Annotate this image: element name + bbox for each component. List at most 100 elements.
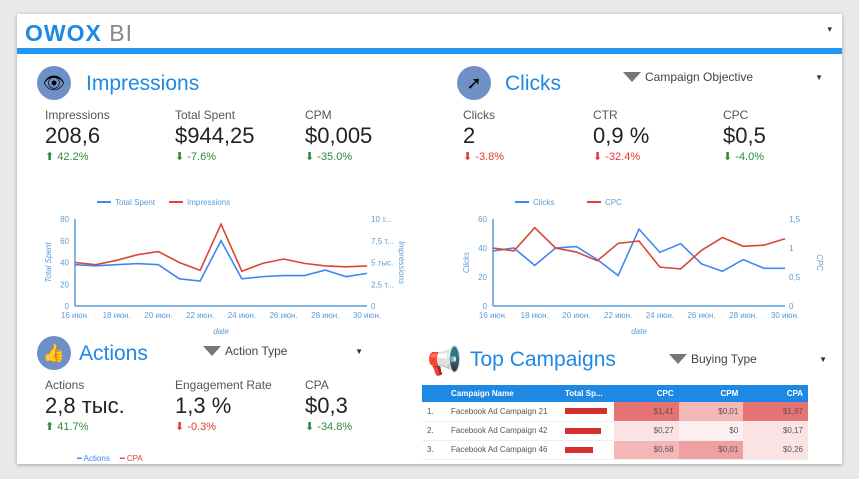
y-tick-label: 20 [60, 280, 69, 289]
legend-cpa: ━ CPA [119, 454, 143, 463]
campaign-name: Facebook Ad Campaign 21 [446, 402, 560, 422]
x-tick-label: 28 июн. [729, 311, 757, 320]
megaphone-icon: 📢 [427, 345, 462, 376]
cpa-cell: $0,17 [743, 421, 808, 441]
thumbs-up-icon: 👍 [37, 336, 71, 370]
series-line-cpc [492, 226, 786, 270]
x-tick-label: 26 июн. [269, 311, 297, 320]
series-line-total-spent [74, 239, 368, 282]
table-header: Campaign Name Total Sp... CPC CPM CPA [422, 385, 808, 402]
kpi-value: $0,3 [305, 393, 348, 418]
kpi-label: Actions [45, 378, 85, 392]
y2-tick-label: 0,5 [789, 273, 801, 282]
cpa-cell: $1,67 [743, 402, 808, 422]
y-tick-label: 40 [60, 259, 69, 268]
arrow-up-icon: ⬆ [45, 151, 55, 163]
page-dropdown[interactable]: ▾ [827, 24, 832, 34]
y-axis-title: Total Spent [44, 242, 53, 283]
total-spent-bar [565, 446, 594, 453]
x-tick-label: 24 июн. [228, 311, 256, 320]
table-row[interactable]: 2. Facebook Ad Campaign 42 $0,27 $0 $0,1… [422, 421, 808, 441]
campaign-name: Facebook Ad Campaign 46 [446, 440, 560, 460]
kpi-change: ⬆ 41.7% [45, 421, 89, 433]
kpi-clicks: Clicks 2 ⬇ -3.8% [463, 108, 504, 163]
col-cpm[interactable]: CPM [678, 385, 744, 402]
kpi-value: $0,005 [305, 123, 373, 148]
table-row[interactable]: 3. Facebook Ad Campaign 46 $0,68 $0,01 $… [422, 440, 808, 460]
kpi-label: CPA [305, 378, 329, 392]
kpi-label: Impressions [45, 108, 110, 122]
kpi-change: ⬇ -3.8% [463, 151, 505, 163]
top-bar: OWOX BI ▾ [17, 14, 842, 48]
kpi-actions: Actions 2,8 тыс. ⬆ 41.7% [45, 378, 125, 433]
eye-icon: 👁 [37, 66, 71, 100]
y-tick-label: 80 [60, 215, 69, 224]
kpi-label: Engagement Rate [175, 378, 272, 392]
cpc-cell: $1,41 [614, 402, 679, 422]
kpi-value: 2,8 тыс. [45, 393, 125, 418]
col-total-spent[interactable]: Total Sp... [560, 385, 614, 402]
kpi-engagement-rate: Engagement Rate 1,3 % ⬇ -0.3% [175, 378, 272, 433]
kpi-change: ⬇ -4.0% [723, 151, 765, 163]
x-tick-label: 24 июн. [646, 311, 674, 320]
col-cpc[interactable]: CPC [614, 385, 679, 402]
clicks-chart: Clicks CPC 0 20 40 60 0 0,5 1 1,5 16 июн. 18 июн. 20… [462, 198, 824, 336]
legend-label: Clicks [533, 198, 554, 207]
kpi-cpc: CPC $0,5 ⬇ -4.0% [723, 108, 766, 163]
y2-tick-label: 1,5 [789, 215, 801, 224]
chevron-down-icon: ▼ [815, 72, 823, 82]
kpi-value: 0,9 % [593, 123, 650, 148]
y2-tick-label: 0 [371, 302, 376, 311]
action-type-filter[interactable]: Action Type ▼ [203, 344, 363, 358]
table-row[interactable]: 1. Facebook Ad Campaign 21 $1,41 $0,01 $… [422, 402, 808, 422]
x-tick-label: 20 июн. [562, 311, 590, 320]
y-tick-label: 60 [478, 215, 487, 224]
y2-tick-label: 10 т... [371, 215, 392, 224]
kpi-label: CPM [305, 108, 332, 122]
total-spent-bar-cell [560, 421, 614, 441]
campaign-objective-filter[interactable]: Campaign Objective ▼ [623, 70, 823, 84]
kpi-value: $944,25 [175, 123, 255, 148]
impressions-title: Impressions [86, 72, 200, 95]
x-tick-label: 30 июн. [771, 311, 799, 320]
x-tick-label: 28 июн. [311, 311, 339, 320]
kpi-label: CTR [593, 108, 618, 122]
campaign-name: Facebook Ad Campaign 42 [446, 421, 560, 441]
kpi-total-spent: Total Spent $944,25 ⬇ -7.6% [175, 108, 255, 163]
row-number: 1. [422, 402, 446, 422]
y-tick-label: 20 [478, 273, 487, 282]
kpi-change: ⬇ -32.4% [593, 151, 641, 163]
kpi-cpa: CPA $0,3 ⬇ -34.8% [305, 378, 352, 433]
kpi-value: 208,6 [45, 123, 101, 148]
y2-axis-title: Impressions [397, 241, 406, 284]
funnel-icon [203, 346, 221, 356]
y2-axis-title: CPC [815, 254, 824, 271]
cpm-cell: $0,01 [678, 402, 744, 422]
arrow-down-icon: ⬇ [175, 421, 185, 433]
cpc-cell: $0,68 [614, 440, 679, 460]
buying-type-filter[interactable]: Buying Type ▼ [669, 352, 827, 366]
dashboard: OWOX BI ▾ 👁 Impressions Impressions 208,… [17, 14, 842, 464]
owox-logo: OWOX BI [25, 20, 133, 46]
kpi-value: $0,5 [723, 123, 766, 148]
kpi-label: Clicks [463, 108, 495, 122]
top-campaigns-table: Campaign Name Total Sp... CPC CPM CPA 1.… [422, 385, 808, 460]
series-line-clicks [492, 227, 785, 277]
filter-label: Campaign Objective [645, 70, 754, 84]
kpi-label: CPC [723, 108, 749, 122]
x-tick-label: 16 июн. [61, 311, 89, 320]
row-number: 2. [422, 421, 446, 441]
funnel-icon [669, 354, 687, 364]
total-spent-bar [565, 408, 607, 415]
y2-tick-label: 2,5 т... [371, 280, 394, 289]
col-campaign-name[interactable]: Campaign Name [446, 385, 560, 402]
total-spent-bar-cell [560, 440, 614, 460]
kpi-ctr: CTR 0,9 % ⬇ -32.4% [593, 108, 649, 163]
cursor-icon: ➚ [457, 66, 491, 100]
chevron-down-icon: ▼ [819, 354, 827, 364]
col-cpa[interactable]: CPA [743, 385, 808, 402]
kpi-label: Total Spent [175, 108, 236, 122]
kpi-value: 1,3 % [175, 393, 232, 418]
y-tick-label: 60 [60, 237, 69, 246]
kpi-change: ⬇ -34.8% [305, 421, 353, 433]
